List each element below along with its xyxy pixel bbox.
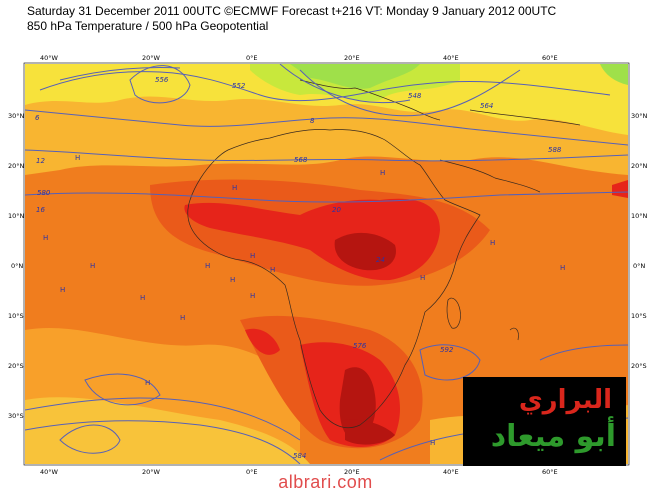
lon-tick: 40°W xyxy=(40,54,59,62)
lon-tick: 40°E xyxy=(443,54,459,62)
field-band-green-east xyxy=(600,64,628,85)
lat-tick: 10°N xyxy=(631,212,648,220)
svg-text:H: H xyxy=(75,154,80,162)
svg-text:H: H xyxy=(380,169,385,177)
high-markers: H H H H H H H H H H H H H H H H H H xyxy=(43,154,565,447)
lon-tick: 20°E xyxy=(344,468,360,476)
field-red-east xyxy=(612,180,628,198)
forecast-subtitle: 850 hPa Temperature / 500 hPa Geopotenti… xyxy=(27,19,269,33)
lat-tick: 20°N xyxy=(631,162,648,170)
lon-tick: 20°W xyxy=(142,54,161,62)
field-band-green xyxy=(290,64,420,89)
lon-tick: 60°E xyxy=(542,468,558,476)
lon-tick: 40°W xyxy=(40,468,59,476)
svg-text:H: H xyxy=(560,264,565,272)
geopotential-contours xyxy=(25,64,628,464)
lat-axis-left: 30°N 20°N 10°N 0°N 10°S 20°S 30°S xyxy=(8,112,25,420)
svg-text:H: H xyxy=(180,314,185,322)
svg-text:H: H xyxy=(232,184,237,192)
svg-text:H: H xyxy=(250,292,255,300)
logo-line-1: البراري xyxy=(518,385,612,415)
albrari-logo: البراري أبو ميعاد xyxy=(463,377,626,466)
lon-tick: 20°W xyxy=(142,468,161,476)
svg-text:H: H xyxy=(43,234,48,242)
svg-text:H: H xyxy=(140,294,145,302)
contour-label: 24 xyxy=(376,256,385,264)
svg-text:H: H xyxy=(250,252,255,260)
lat-tick: 10°S xyxy=(631,312,647,320)
site-watermark: albrari.com xyxy=(278,472,373,492)
lon-tick: 60°E xyxy=(542,54,558,62)
svg-text:H: H xyxy=(490,239,495,247)
logo-line-2: أبو ميعاد xyxy=(490,419,616,454)
contour-label: 588 xyxy=(548,146,562,154)
lat-tick: 10°S xyxy=(8,312,24,320)
contour-label: 12 xyxy=(36,157,45,165)
lon-axis-top: 40°W 20°W 0°E 20°E 40°E 60°E xyxy=(40,54,558,62)
contour-label: 556 xyxy=(155,76,169,84)
contour-label: 568 xyxy=(294,156,308,164)
svg-text:H: H xyxy=(420,274,425,282)
contour-label: 8 xyxy=(310,117,315,125)
contour-label: 592 xyxy=(440,346,454,354)
field-darkred-north xyxy=(334,232,396,271)
lon-tick: 20°E xyxy=(344,54,360,62)
svg-text:H: H xyxy=(270,266,275,274)
contour-label: 552 xyxy=(232,82,246,90)
lat-tick: 30°S xyxy=(8,412,24,420)
contour-label: 20 xyxy=(332,206,341,214)
lon-tick: 0°E xyxy=(246,54,258,62)
contour-label: 576 xyxy=(353,342,367,350)
lat-tick: 10°N xyxy=(8,212,25,220)
field-red-patch xyxy=(245,328,280,355)
field-band-south-yellow xyxy=(25,397,310,464)
contour-label: 580 xyxy=(37,189,51,197)
contour-label: 564 xyxy=(480,102,493,110)
forecast-title: Saturday 31 December 2011 00UTC ©ECMWF F… xyxy=(27,4,557,18)
lat-tick: 20°S xyxy=(8,362,24,370)
svg-text:H: H xyxy=(230,276,235,284)
contour-label: 548 xyxy=(408,92,422,100)
contour-labels: 6 8 12 16 20 24 548 552 556 564 568 576 … xyxy=(35,76,562,460)
lat-axis-right: 30°N 20°N 10°N 0°N 10°S 20°S xyxy=(631,112,648,370)
contour-label: 16 xyxy=(36,206,45,214)
lat-tick: 0°N xyxy=(633,262,645,270)
contour-label: 584 xyxy=(293,452,306,460)
svg-text:H: H xyxy=(205,262,210,270)
lon-axis-bottom: 40°W 20°W 0°E 20°E 40°E 60°E xyxy=(40,468,558,476)
lat-tick: 20°N xyxy=(8,162,25,170)
svg-text:H: H xyxy=(145,379,150,387)
lon-tick: 40°E xyxy=(443,468,459,476)
svg-text:H: H xyxy=(430,439,435,447)
lat-tick: 20°S xyxy=(631,362,647,370)
svg-text:H: H xyxy=(90,262,95,270)
contour-label: 6 xyxy=(35,114,40,122)
svg-text:H: H xyxy=(60,286,65,294)
lon-tick: 0°E xyxy=(246,468,258,476)
lat-tick: 30°N xyxy=(8,112,25,120)
lat-tick: 30°N xyxy=(631,112,648,120)
lat-tick: 0°N xyxy=(11,262,23,270)
